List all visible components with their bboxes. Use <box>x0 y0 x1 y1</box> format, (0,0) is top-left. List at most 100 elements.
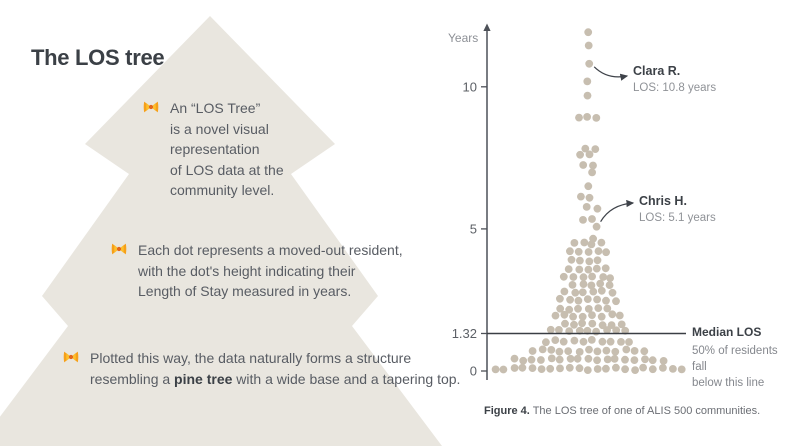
los-dot <box>551 336 560 344</box>
los-dot-chris <box>592 222 601 231</box>
los-dot <box>617 320 626 329</box>
los-dot <box>630 347 639 355</box>
bow-icon <box>111 243 127 255</box>
los-dot <box>570 336 579 345</box>
los-dot <box>559 337 568 346</box>
los-dot <box>585 193 594 202</box>
los-dot <box>648 356 657 365</box>
los-dot <box>565 363 574 372</box>
los-dot <box>519 356 528 365</box>
median-subtext: 50% of residents fall below this line <box>692 343 792 391</box>
los-dot <box>588 215 596 223</box>
bullet-line: is a novel visual <box>170 120 269 137</box>
los-dot <box>546 325 555 334</box>
los-dot <box>574 296 583 305</box>
los-dot <box>491 365 500 374</box>
los-dot <box>564 265 573 273</box>
pine-tree-shape <box>0 16 442 446</box>
annotation-detail: LOS: 10.8 years <box>633 82 717 94</box>
los-dot <box>583 91 592 100</box>
los-dot <box>588 168 596 177</box>
los-dot <box>587 281 596 290</box>
bullet-line-text: Plotted this way, the data naturally for… <box>90 350 412 366</box>
los-dot <box>579 161 588 169</box>
caption-prefix: Figure 4. <box>484 405 530 417</box>
los-dot <box>621 365 629 374</box>
los-dot <box>584 28 593 37</box>
annotation-name: Clara R. <box>633 64 681 78</box>
los-dot <box>592 264 601 273</box>
los-dot <box>566 354 575 363</box>
los-dot <box>585 257 594 266</box>
median-and-arrows <box>487 66 686 335</box>
los-dot <box>555 347 564 356</box>
los-dot <box>528 364 537 372</box>
bullet-line: community level. <box>170 182 275 198</box>
annotation-chris: Chris H. LOS: 5.1 years <box>639 194 716 224</box>
annotation-detail: LOS: 5.1 years <box>639 212 716 224</box>
los-dot <box>602 248 610 257</box>
los-dot <box>547 346 556 354</box>
los-dot <box>588 311 596 319</box>
bullet-pine-tree-shape: Plotted this way, the data naturally for… <box>63 348 460 389</box>
los-dot <box>577 192 585 201</box>
los-dot <box>622 345 631 354</box>
los-dot <box>575 364 584 373</box>
los-dot <box>583 366 592 374</box>
median-sub-line: below this line <box>692 377 765 389</box>
los-dot <box>605 281 614 289</box>
los-dot <box>499 365 508 374</box>
los-dot <box>659 357 668 365</box>
los-dot <box>570 320 578 329</box>
los-dot <box>564 347 573 355</box>
los-dot-clara <box>585 59 594 68</box>
los-dot <box>601 264 610 273</box>
los-dot <box>560 310 569 319</box>
bullet-line: An “LOS Tree” <box>170 100 261 116</box>
los-dot <box>606 274 614 282</box>
los-dot <box>582 203 591 211</box>
los-dot <box>639 363 647 372</box>
los-dot <box>593 365 602 373</box>
los-dot <box>599 273 608 281</box>
los-dot <box>648 365 657 374</box>
los-dot <box>583 295 592 303</box>
los-dot <box>561 319 569 328</box>
los-dot <box>592 327 600 336</box>
los-dot <box>585 150 594 159</box>
page-title: The LOS tree <box>31 44 165 70</box>
los-dot <box>580 238 589 247</box>
bullet-dot-meaning: Each dot represents a moved-out resident… <box>111 240 403 302</box>
los-dot <box>593 356 601 365</box>
annotation-arrow-clara <box>593 66 629 81</box>
annotation-arrow-chris <box>600 199 635 223</box>
y-axis: 0 1.32 5 10 <box>452 23 491 380</box>
los-dot <box>597 312 606 321</box>
bullet-line: Plotted this way, the data naturally for… <box>90 348 460 369</box>
los-dot <box>641 355 649 364</box>
los-dot <box>510 364 519 372</box>
los-dot <box>625 338 633 346</box>
los-dot <box>568 281 577 289</box>
median-sub-line: 50% of residents fall <box>692 345 778 373</box>
los-dot <box>579 280 588 288</box>
los-dot <box>594 304 603 312</box>
los-dot <box>546 364 555 373</box>
y-axis-label: Years <box>448 31 479 45</box>
los-dot <box>584 305 593 313</box>
los-dot <box>612 326 621 335</box>
y-tick-label: 10 <box>463 79 477 94</box>
los-dot <box>556 364 564 373</box>
los-dot <box>573 354 582 363</box>
bullet-line: resembling a pine tree with a wide base … <box>90 369 460 390</box>
los-dot <box>556 294 564 303</box>
los-dot <box>603 304 612 313</box>
y-tick-label: 0 <box>470 364 477 379</box>
bow-icon <box>143 101 159 113</box>
los-dot <box>587 240 596 249</box>
los-dot <box>593 204 602 213</box>
los-dot <box>569 312 577 321</box>
los-dot <box>578 319 586 328</box>
annotation-clara: Clara R. LOS: 10.8 years <box>633 64 716 94</box>
